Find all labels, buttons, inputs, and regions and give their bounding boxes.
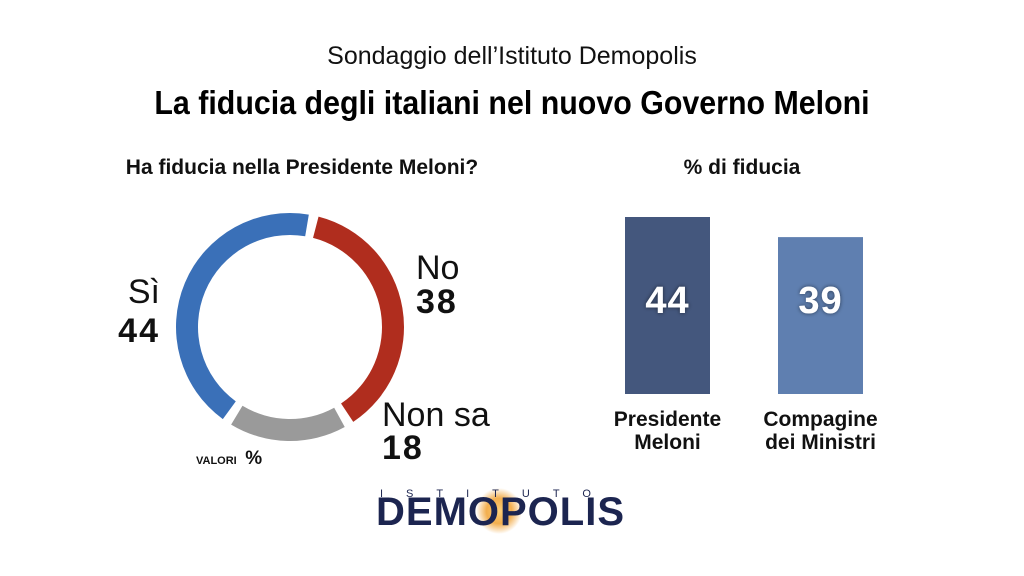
chart-subtitle: Sondaggio dell’Istituto Demopolis	[327, 42, 697, 70]
logo-top-text: ISTITUTO	[380, 488, 614, 500]
donut-value-no: 38	[416, 283, 458, 321]
bar-presidente-meloni	[625, 217, 710, 394]
bar-label-presidente-meloni-line-2: Meloni	[634, 431, 701, 454]
donut-label-si: Sì	[128, 273, 160, 311]
donut-slice-no	[313, 216, 405, 422]
donut-value-si: 44	[118, 312, 160, 350]
bar-value-compagine-ministri: 39	[798, 280, 842, 322]
bar-label-presidente-meloni-line-1: Presidente	[614, 408, 721, 431]
logo-o-glow	[476, 488, 522, 534]
bar-label-compagine-ministri-line-1: Compagine	[763, 408, 877, 431]
bar-chart-title: % di fiducia	[683, 156, 801, 179]
bar-label-compagine-ministri-line-2: dei Ministri	[765, 431, 876, 454]
values-unit-note: VALORI %	[196, 448, 262, 469]
donut-chart	[176, 213, 405, 441]
values-unit-word: VALORI	[196, 455, 237, 467]
bar-compagine-ministri	[778, 237, 863, 394]
donut-slice-si	[176, 213, 309, 420]
donut-slice-non-sa	[231, 405, 345, 441]
demopolis-logo: ISTITUTO DEMOPOLIS	[376, 488, 625, 534]
donut-value-non-sa: 18	[382, 429, 424, 467]
donut-chart-title: Ha fiducia nella Presidente Meloni?	[125, 156, 479, 179]
donut-label-no: No	[416, 249, 459, 287]
donut-label-non-sa: Non sa	[382, 396, 490, 434]
values-unit-symbol: %	[245, 448, 262, 469]
bar-value-presidente-meloni: 44	[645, 280, 689, 322]
chart-title: La fiducia degli italiani nel nuovo Gove…	[154, 84, 870, 121]
logo-main-text: DEMOPOLIS	[376, 490, 625, 534]
